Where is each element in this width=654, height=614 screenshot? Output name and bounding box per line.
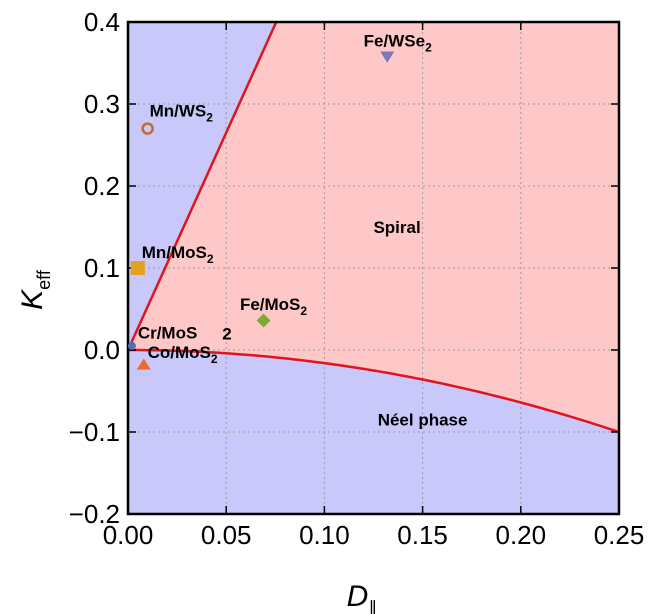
y-tick-label: 0.4 — [84, 7, 120, 37]
point-label: Co/MoS2 — [148, 343, 218, 366]
point-label: Fe/WSe2 — [364, 32, 432, 55]
y-tick-label: −0.1 — [69, 417, 120, 447]
x-tick-label: 0.10 — [299, 520, 350, 550]
point-label-subscript: 2 — [222, 324, 231, 343]
data-points: Fe/WSe2 Mn/WS2 Mn/MoS2 Fe/MoS2 Cr/MoSCo/MoS2… — [127, 32, 432, 370]
point-fe-wse — [380, 51, 395, 63]
region-label-neel: Néel phase — [378, 411, 468, 430]
x-axis-label: D∥ — [347, 580, 378, 614]
region-label-spiral: Spiral — [373, 218, 420, 237]
grid — [128, 22, 619, 514]
point-label: Mn/MoS2 — [142, 243, 214, 266]
point-label: Cr/MoS — [138, 324, 198, 343]
y-tick-label: 0.3 — [84, 89, 120, 119]
point-fe-mos — [256, 313, 271, 328]
x-tick-label: 0.25 — [594, 520, 645, 550]
upper-boundary-line — [128, 22, 278, 351]
x-tick-label: 0.00 — [103, 520, 154, 550]
point-label: Mn/WS2 — [150, 101, 214, 124]
y-tick-label: 0.1 — [84, 253, 120, 283]
point-cr-mos — [127, 341, 136, 350]
y-axis: −0.2 −0.1 0.0 0.1 0.2 0.3 0.4 — [69, 7, 619, 529]
point-co-mos — [136, 358, 151, 370]
y-tick-label: −0.2 — [69, 499, 120, 529]
x-tick-label: 0.15 — [397, 520, 448, 550]
spiral-region — [128, 22, 619, 432]
x-tick-label: 0.20 — [495, 520, 546, 550]
lower-boundary-line — [128, 348, 619, 434]
y-tick-label: 0.0 — [84, 335, 120, 365]
x-tick-label: 0.05 — [201, 520, 252, 550]
x-axis: 0.00 0.05 0.10 0.15 0.20 0.25 — [103, 22, 645, 550]
point-mn-ws — [141, 122, 154, 135]
point-label: Fe/MoS2 — [240, 295, 307, 318]
y-tick-label: 0.2 — [84, 171, 120, 201]
point-mn-mos — [130, 261, 145, 275]
y-axis-label: Keff — [16, 269, 54, 310]
